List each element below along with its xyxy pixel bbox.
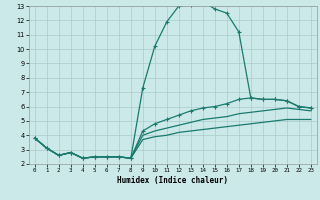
X-axis label: Humidex (Indice chaleur): Humidex (Indice chaleur) — [117, 176, 228, 185]
